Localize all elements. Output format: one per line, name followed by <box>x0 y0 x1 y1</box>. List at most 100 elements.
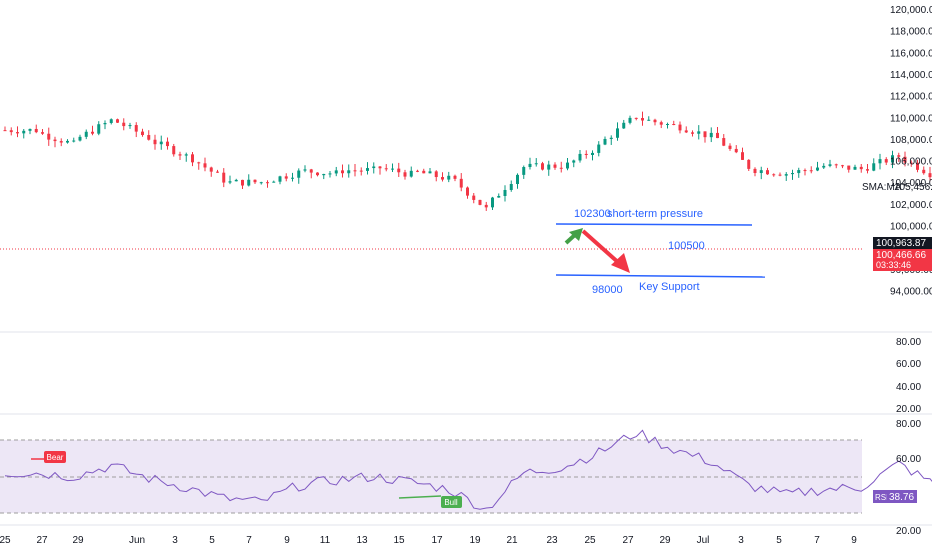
candle-body <box>341 170 344 174</box>
candle-body <box>141 131 144 136</box>
candle-body <box>522 167 526 175</box>
rsi-line <box>4 429 932 510</box>
price-tick-label: 94,000.00 <box>890 286 932 297</box>
candle-body <box>659 122 663 125</box>
candle-body <box>103 122 107 125</box>
candle-body <box>853 166 857 170</box>
candle-body <box>741 152 744 160</box>
price-pane[interactable] <box>0 0 862 332</box>
candle-body <box>297 170 301 178</box>
candle-body <box>566 162 569 169</box>
candle-body <box>809 170 813 172</box>
candle-body <box>803 170 807 172</box>
candle-body <box>722 138 726 146</box>
candle-body <box>78 136 82 141</box>
rsi-badge-label: RSI <box>875 493 888 502</box>
candle-body <box>197 162 201 164</box>
candle-body <box>909 162 913 164</box>
date-label: Jul <box>697 535 710 546</box>
candle-body <box>697 131 701 134</box>
candle-body <box>572 160 576 163</box>
candle-body <box>684 130 688 133</box>
mid-label: 100500 <box>668 240 705 252</box>
sma-value: 105,456.26 <box>894 182 932 193</box>
rsi-axis[interactable]: 80.00 60.00 40.00 20.00 80.00 60.00 20.00 <box>896 337 921 537</box>
candle-body <box>166 141 169 147</box>
date-label: 23 <box>546 535 558 546</box>
date-label: 25 <box>584 535 596 546</box>
candle-body <box>678 124 682 131</box>
candle-body <box>716 132 719 139</box>
candle-body <box>816 167 819 171</box>
rsi-tick-label-lower: 80.00 <box>896 419 921 430</box>
date-label: 17 <box>431 535 443 546</box>
candle-body <box>916 162 919 170</box>
candle-body <box>147 135 151 140</box>
candle-body <box>634 117 638 119</box>
candle-body <box>3 130 7 132</box>
candle-body <box>122 122 126 127</box>
candle-body <box>878 159 882 164</box>
candle-body <box>828 164 832 166</box>
candle-body <box>322 173 326 176</box>
candle-body <box>884 159 888 163</box>
date-label: 9 <box>851 535 857 546</box>
rsi-tick-label-lower: 20.00 <box>896 526 921 537</box>
date-label: 7 <box>814 535 820 546</box>
candle-body <box>328 173 332 175</box>
candle-body <box>791 173 794 175</box>
date-axis[interactable]: 25 27 29 Jun 3 5 7 9 11 13 15 17 19 21 23 25 27 29 Jul 3 5 7 9 <box>0 535 857 546</box>
candle-body <box>316 172 319 176</box>
candle-body <box>366 168 369 171</box>
date-label: 11 <box>320 535 331 546</box>
price-tick-label: 100,000.00 <box>890 222 932 233</box>
candle-body <box>259 182 263 184</box>
candle-body <box>128 125 132 127</box>
candle-body <box>378 166 382 169</box>
candle-body <box>841 165 844 167</box>
candle-body <box>597 144 601 153</box>
up-arrow[interactable] <box>564 228 583 245</box>
candle-body <box>616 128 619 138</box>
date-label: 5 <box>209 535 215 546</box>
rsi-badge-value: 38.76 <box>889 492 914 503</box>
candle-body <box>897 155 901 157</box>
candle-body <box>116 119 119 123</box>
candle-body <box>178 154 182 156</box>
candle-body <box>216 171 219 173</box>
current-price-badge: 100,963.87 <box>873 237 932 249</box>
down-arrow[interactable] <box>581 229 630 273</box>
candle-body <box>416 170 419 172</box>
candle-body <box>534 163 538 165</box>
support-line[interactable] <box>555 274 766 278</box>
candle-body <box>59 141 63 143</box>
support-label: 98000 <box>592 284 623 296</box>
candle-body <box>872 163 876 171</box>
rsi-tick-label: 40.00 <box>896 382 921 393</box>
badge-price-text: 100,466.66 <box>876 250 926 261</box>
resistance-label: 102300 <box>574 208 611 220</box>
candle-body <box>109 119 113 123</box>
candle-body <box>409 170 413 177</box>
candles-group <box>3 111 932 211</box>
resistance-line[interactable] <box>555 223 753 226</box>
candle-body <box>353 170 357 172</box>
date-label: 5 <box>776 535 782 546</box>
date-label: 19 <box>469 535 481 546</box>
candle-body <box>591 152 594 155</box>
candle-body <box>66 140 69 143</box>
candle-body <box>209 167 213 172</box>
candle-body <box>609 137 613 139</box>
candle-body <box>859 166 863 170</box>
candle-body <box>822 165 826 168</box>
candle-body <box>528 163 532 168</box>
rsi-tick-label: 80.00 <box>896 337 921 348</box>
date-label: 25 <box>0 535 11 546</box>
candle-body <box>672 124 676 126</box>
candle-body <box>303 169 307 171</box>
candle-body <box>228 181 232 183</box>
price-tick-label: 120,000.00 <box>890 5 932 16</box>
candle-body <box>22 130 26 134</box>
